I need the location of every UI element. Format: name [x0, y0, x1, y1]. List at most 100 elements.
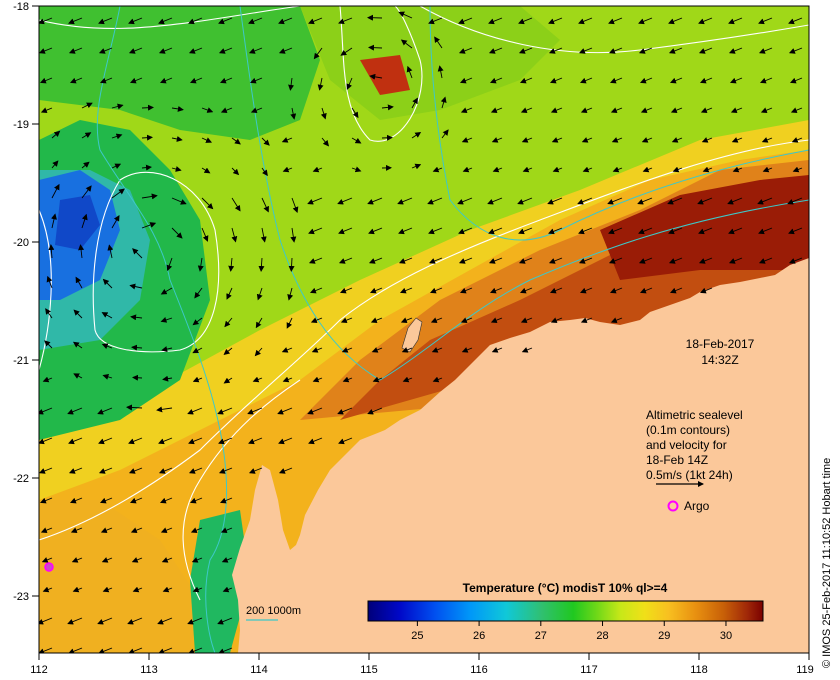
velocity-arrow-icon: [281, 137, 293, 143]
velocity-arrow-icon: [171, 105, 184, 112]
velocity-arrow-icon: [192, 317, 203, 326]
velocity-arrow-icon: [550, 317, 563, 324]
velocity-arrow-icon: [548, 17, 563, 25]
velocity-arrow-icon: [226, 287, 233, 300]
velocity-arrow-icon: [218, 47, 233, 54]
velocity-arrow-icon: [492, 166, 503, 173]
velocity-arrow-icon: [788, 227, 803, 235]
velocity-arrow-icon: [548, 257, 563, 264]
velocity-arrow-icon: [730, 107, 743, 114]
velocity-arrow-icon: [248, 467, 263, 474]
velocity-arrow-icon: [261, 197, 269, 213]
lat-tick-19: -19: [13, 119, 29, 131]
velocity-arrow-icon: [218, 467, 233, 474]
velocity-arrow-icon: [101, 343, 113, 350]
velocity-arrow-icon: [160, 527, 173, 534]
image-date: 18-Feb-2017: [686, 337, 755, 351]
velocity-legend: Altimetric sealevel (0.1m contours) and …: [646, 408, 743, 487]
velocity-arrow-icon: [73, 373, 83, 379]
velocity-arrow-icon: [727, 197, 743, 205]
velocity-arrow-icon: [368, 44, 383, 51]
velocity-arrow-icon: [579, 287, 593, 294]
velocity-arrow-icon: [75, 276, 83, 289]
velocity-arrow-icon: [98, 17, 113, 25]
velocity-arrow-icon: [368, 227, 383, 235]
velocity-arrow-icon: [39, 617, 53, 625]
velocity-arrow-icon: [490, 107, 503, 114]
velocity-arrow-icon: [129, 283, 143, 290]
velocity-arrow-icon: [638, 227, 653, 235]
velocity-arrow-icon: [51, 130, 61, 139]
image-time: 14:32Z: [701, 353, 738, 367]
velocity-arrow-icon: [231, 137, 241, 145]
velocity-arrow-icon: [171, 197, 187, 205]
lat-tick-labels: -18 -19 -20 -21 -22 -23: [13, 1, 29, 603]
velocity-arrow-icon: [81, 132, 92, 139]
velocity-arrow-icon: [699, 77, 713, 84]
velocity-arrow-icon: [759, 77, 773, 84]
velocity-arrow-icon: [131, 557, 143, 563]
velocity-arrow-icon: [641, 137, 653, 143]
velocity-arrow-icon: [610, 317, 623, 324]
plot-frame: [38, 5, 810, 654]
velocity-arrow-icon: [440, 96, 447, 109]
velocity-arrow-icon: [520, 107, 533, 114]
velocity-arrow-icon: [792, 166, 803, 173]
lat-tick-20: -20: [13, 237, 29, 249]
sealevel-contours: [39, 6, 809, 601]
velocity-arrow-icon: [697, 197, 713, 205]
velocity-arrow-icon: [698, 257, 713, 264]
velocity-arrow-icon: [258, 257, 265, 272]
velocity-arrow-icon: [39, 497, 53, 504]
velocity-arrow-icon: [39, 17, 53, 25]
velocity-arrow-icon: [160, 287, 173, 295]
velocity-arrow-icon: [399, 287, 413, 294]
velocity-arrow-icon: [281, 347, 293, 353]
velocity-arrow-icon: [128, 467, 143, 474]
velocity-arrow-icon: [40, 107, 53, 114]
velocity-arrow-icon: [48, 244, 55, 259]
velocity-arrow-icon: [308, 227, 323, 235]
velocity-arrow-icon: [789, 77, 803, 84]
velocity-arrow-icon: [728, 257, 743, 264]
velocity-arrow-icon: [608, 47, 623, 54]
velocity-arrow-icon: [522, 166, 533, 173]
velocity-arrow-icon: [311, 347, 323, 353]
argo-label: Argo: [684, 499, 710, 513]
argo-marker: [667, 500, 679, 512]
velocity-arrow-icon: [788, 17, 803, 25]
velocity-arrow-icon: [341, 347, 353, 353]
lon-tick-117: 117: [580, 664, 598, 676]
velocity-arrow-icon: [141, 164, 152, 171]
velocity-arrow-icon: [201, 197, 214, 210]
lon-tick-118: 118: [690, 664, 708, 676]
velocity-arrow-icon: [188, 647, 203, 653]
velocity-arrow-icon: [217, 407, 233, 415]
velocity-arrow-icon: [171, 136, 183, 142]
velocity-arrow-icon: [346, 77, 353, 90]
lon-tick-119: 119: [796, 664, 814, 676]
velocity-arrow-icon: [728, 17, 743, 25]
velocity-arrow-icon: [411, 97, 418, 109]
velocity-arrow-icon: [132, 374, 143, 381]
velocity-arrow-icon: [368, 257, 383, 264]
velocity-arrow-icon: [67, 617, 83, 625]
legend-line-3: and velocity for: [646, 438, 727, 452]
velocity-arrow-icon: [141, 222, 157, 229]
colorbar-ticks: 25 26 27 28 29 30: [411, 621, 732, 642]
velocity-arrow-icon: [132, 586, 143, 593]
velocity-arrow-icon: [668, 257, 683, 264]
velocity-arrow-icon: [255, 317, 263, 329]
velocity-arrows: [39, 11, 803, 653]
velocity-arrow-icon: [107, 244, 114, 259]
velocity-arrow-icon: [51, 160, 59, 169]
velocity-arrow-icon: [488, 47, 503, 54]
velocity-arrow-icon: [428, 257, 443, 264]
velocity-arrow-icon: [552, 166, 563, 173]
velocity-arrow-icon: [397, 197, 413, 205]
velocity-arrow-icon: [131, 344, 143, 351]
velocity-arrow-icon: [757, 197, 773, 205]
velocity-arrow-icon: [278, 47, 293, 54]
velocity-arrow-icon: [111, 215, 120, 229]
velocity-arrow-icon: [428, 227, 443, 235]
